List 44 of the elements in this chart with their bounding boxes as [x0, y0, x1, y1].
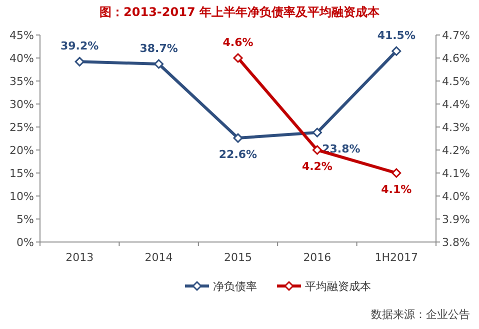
data-label: 22.6% [218, 148, 258, 162]
data-label: 38.7% [140, 42, 178, 55]
y2-tick-label: 3.8% [442, 236, 470, 249]
x-tick-label: 2016 [303, 251, 332, 264]
x-tick-label: 2015 [224, 251, 252, 264]
data-label: 39.2% [60, 40, 99, 53]
y2-tick-label: 4.4% [442, 98, 470, 111]
y2-tick-label: 4.6% [442, 52, 470, 65]
y-tick-label: 5% [16, 213, 34, 226]
y2-tick-label: 4.5% [442, 75, 470, 88]
y2-tick-label: 3.9% [442, 213, 470, 226]
x-tick-label: 1H2017 [374, 251, 418, 264]
y-tick-label: 40% [10, 52, 34, 65]
y-tick-label: 20% [10, 144, 34, 157]
y-tick-label: 15% [10, 167, 34, 180]
point [392, 46, 402, 56]
y2-tick-label: 4.0% [442, 190, 470, 203]
y2-tick-label: 4.2% [442, 144, 470, 157]
data-label: 4.1% [381, 183, 412, 196]
y2-tick-label: 4.7% [442, 29, 470, 42]
y-tick-label: 45% [10, 29, 34, 42]
data-label: 4.2% [302, 160, 332, 173]
y-tick-label: 10% [10, 190, 34, 203]
point [233, 133, 243, 143]
legend-label: 净负债率 [213, 280, 257, 293]
point [392, 168, 402, 178]
point [74, 56, 84, 66]
point [312, 128, 322, 138]
source-note: 数据来源：企业公告 [371, 308, 470, 321]
y-tick-label: 25% [10, 121, 34, 134]
chart-title: 图：2013-2017 年上半年净负债率及平均融资成本 [100, 5, 380, 19]
y-tick-label: 30% [10, 98, 34, 111]
y-tick-label: 0% [16, 236, 34, 249]
x-tick-label: 2014 [144, 251, 173, 264]
point [312, 145, 322, 155]
y2-tick-label: 4.3% [442, 121, 470, 134]
y-tick-label: 35% [10, 75, 34, 88]
legend-label: 平均融资成本 [305, 280, 371, 293]
point [154, 59, 164, 69]
data-label: 4.6% [222, 36, 254, 49]
point [233, 53, 243, 63]
y2-tick-label: 4.1% [442, 167, 470, 180]
x-tick-label: 2013 [66, 251, 94, 264]
data-label: 41.5% [377, 29, 416, 42]
